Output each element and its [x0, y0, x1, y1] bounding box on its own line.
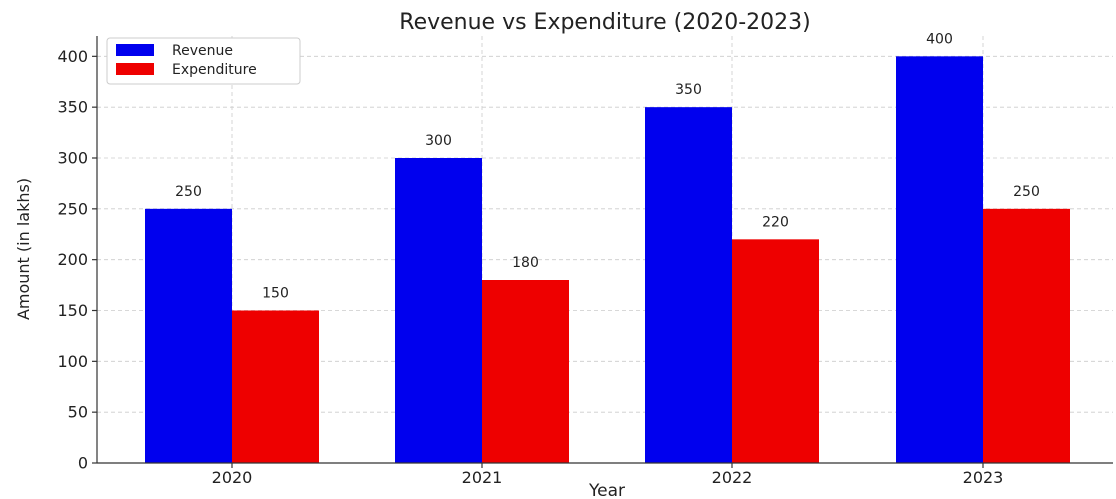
y-tick-label-250: 250	[57, 199, 88, 218]
bar-revenue-2020	[145, 208, 232, 463]
bar-value-labels: 250 300 350 400 150 180 220 250	[175, 31, 1040, 301]
y-tick-label-300: 300	[57, 149, 88, 168]
x-axis-label: Year	[588, 481, 625, 499]
bar-expenditure-2020	[232, 310, 319, 463]
bar-label-revenue-2022: 350	[675, 82, 702, 98]
y-tick-label-150: 150	[57, 301, 88, 320]
bar-revenue-2022	[645, 107, 732, 464]
legend-swatch-revenue	[116, 44, 154, 56]
ticks: 0 50 100 150 200 250 300 350 400 2020 2021 2022 2023	[57, 47, 1003, 487]
bar-label-expenditure-2021: 180	[512, 255, 539, 271]
bar-label-expenditure-2020: 150	[262, 286, 289, 302]
y-tick-label-350: 350	[57, 98, 88, 117]
bar-label-expenditure-2022: 220	[762, 214, 789, 230]
legend-label-expenditure: Expenditure	[172, 62, 257, 78]
x-tick-label-2021: 2021	[462, 468, 503, 487]
bar-label-revenue-2021: 300	[425, 133, 452, 149]
bars	[145, 56, 1070, 464]
bar-label-expenditure-2023: 250	[1013, 184, 1040, 200]
y-axis-label: Amount (in lakhs)	[14, 178, 33, 320]
bar-label-revenue-2020: 250	[175, 184, 202, 200]
y-tick-label-100: 100	[57, 352, 88, 371]
bar-expenditure-2021	[482, 280, 569, 463]
legend-swatch-expenditure	[116, 63, 154, 75]
legend: Revenue Expenditure	[106, 37, 301, 85]
chart-title: Revenue vs Expenditure (2020-2023)	[399, 10, 810, 35]
bar-expenditure-2023	[983, 208, 1070, 463]
legend-label-revenue: Revenue	[172, 43, 233, 59]
y-tick-label-0: 0	[78, 454, 88, 473]
x-tick-label-2023: 2023	[963, 468, 1004, 487]
bar-revenue-2023	[896, 56, 983, 463]
y-tick-label-400: 400	[57, 47, 88, 66]
y-tick-label-200: 200	[57, 250, 88, 269]
bar-expenditure-2022	[732, 239, 819, 463]
x-tick-label-2020: 2020	[212, 468, 253, 487]
bar-revenue-2021	[395, 158, 482, 463]
bar-label-revenue-2023: 400	[926, 31, 953, 47]
x-tick-label-2022: 2022	[712, 468, 753, 487]
y-tick-label-50: 50	[68, 403, 88, 422]
